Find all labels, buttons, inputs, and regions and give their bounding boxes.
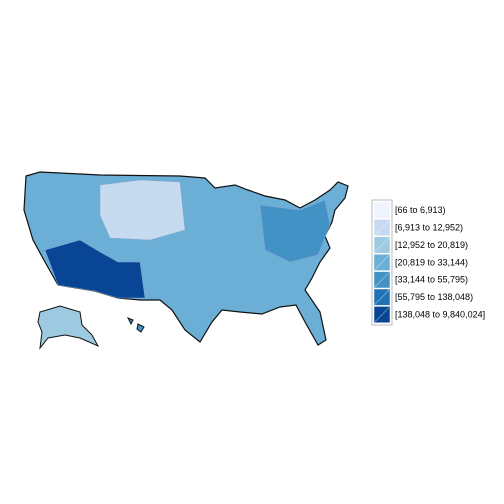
legend-label: [12,952 to 20,819) (395, 240, 468, 250)
legend-label: [138,048 to 9,840,024] (395, 309, 485, 319)
legend-label: [33,144 to 55,795) (395, 275, 468, 285)
legend-hatch (374, 289, 390, 305)
legend-hatch (374, 272, 390, 288)
hawaii (126, 317, 145, 333)
legend-label: [20,819 to 33,144) (395, 257, 468, 267)
northeast-region (259, 199, 331, 263)
legend-hatch (374, 202, 390, 218)
legend-hatch (374, 220, 390, 236)
legend-label: [55,795 to 138,048) (395, 292, 473, 302)
legend-hatch (374, 237, 390, 253)
legend-label: [66 to 6,913) (395, 205, 446, 215)
alaska (37, 305, 100, 350)
legend-frame (371, 199, 393, 326)
legend-label: [6,913 to 12,952) (395, 222, 463, 232)
legend-hatch (374, 254, 390, 270)
southwest-region (44, 239, 146, 299)
mountain-region (99, 179, 186, 241)
county-map (23, 171, 349, 350)
legend-hatch (374, 307, 390, 323)
legend: [66 to 6,913) [6,913 to 12,952) [12,952 to… (371, 199, 485, 326)
